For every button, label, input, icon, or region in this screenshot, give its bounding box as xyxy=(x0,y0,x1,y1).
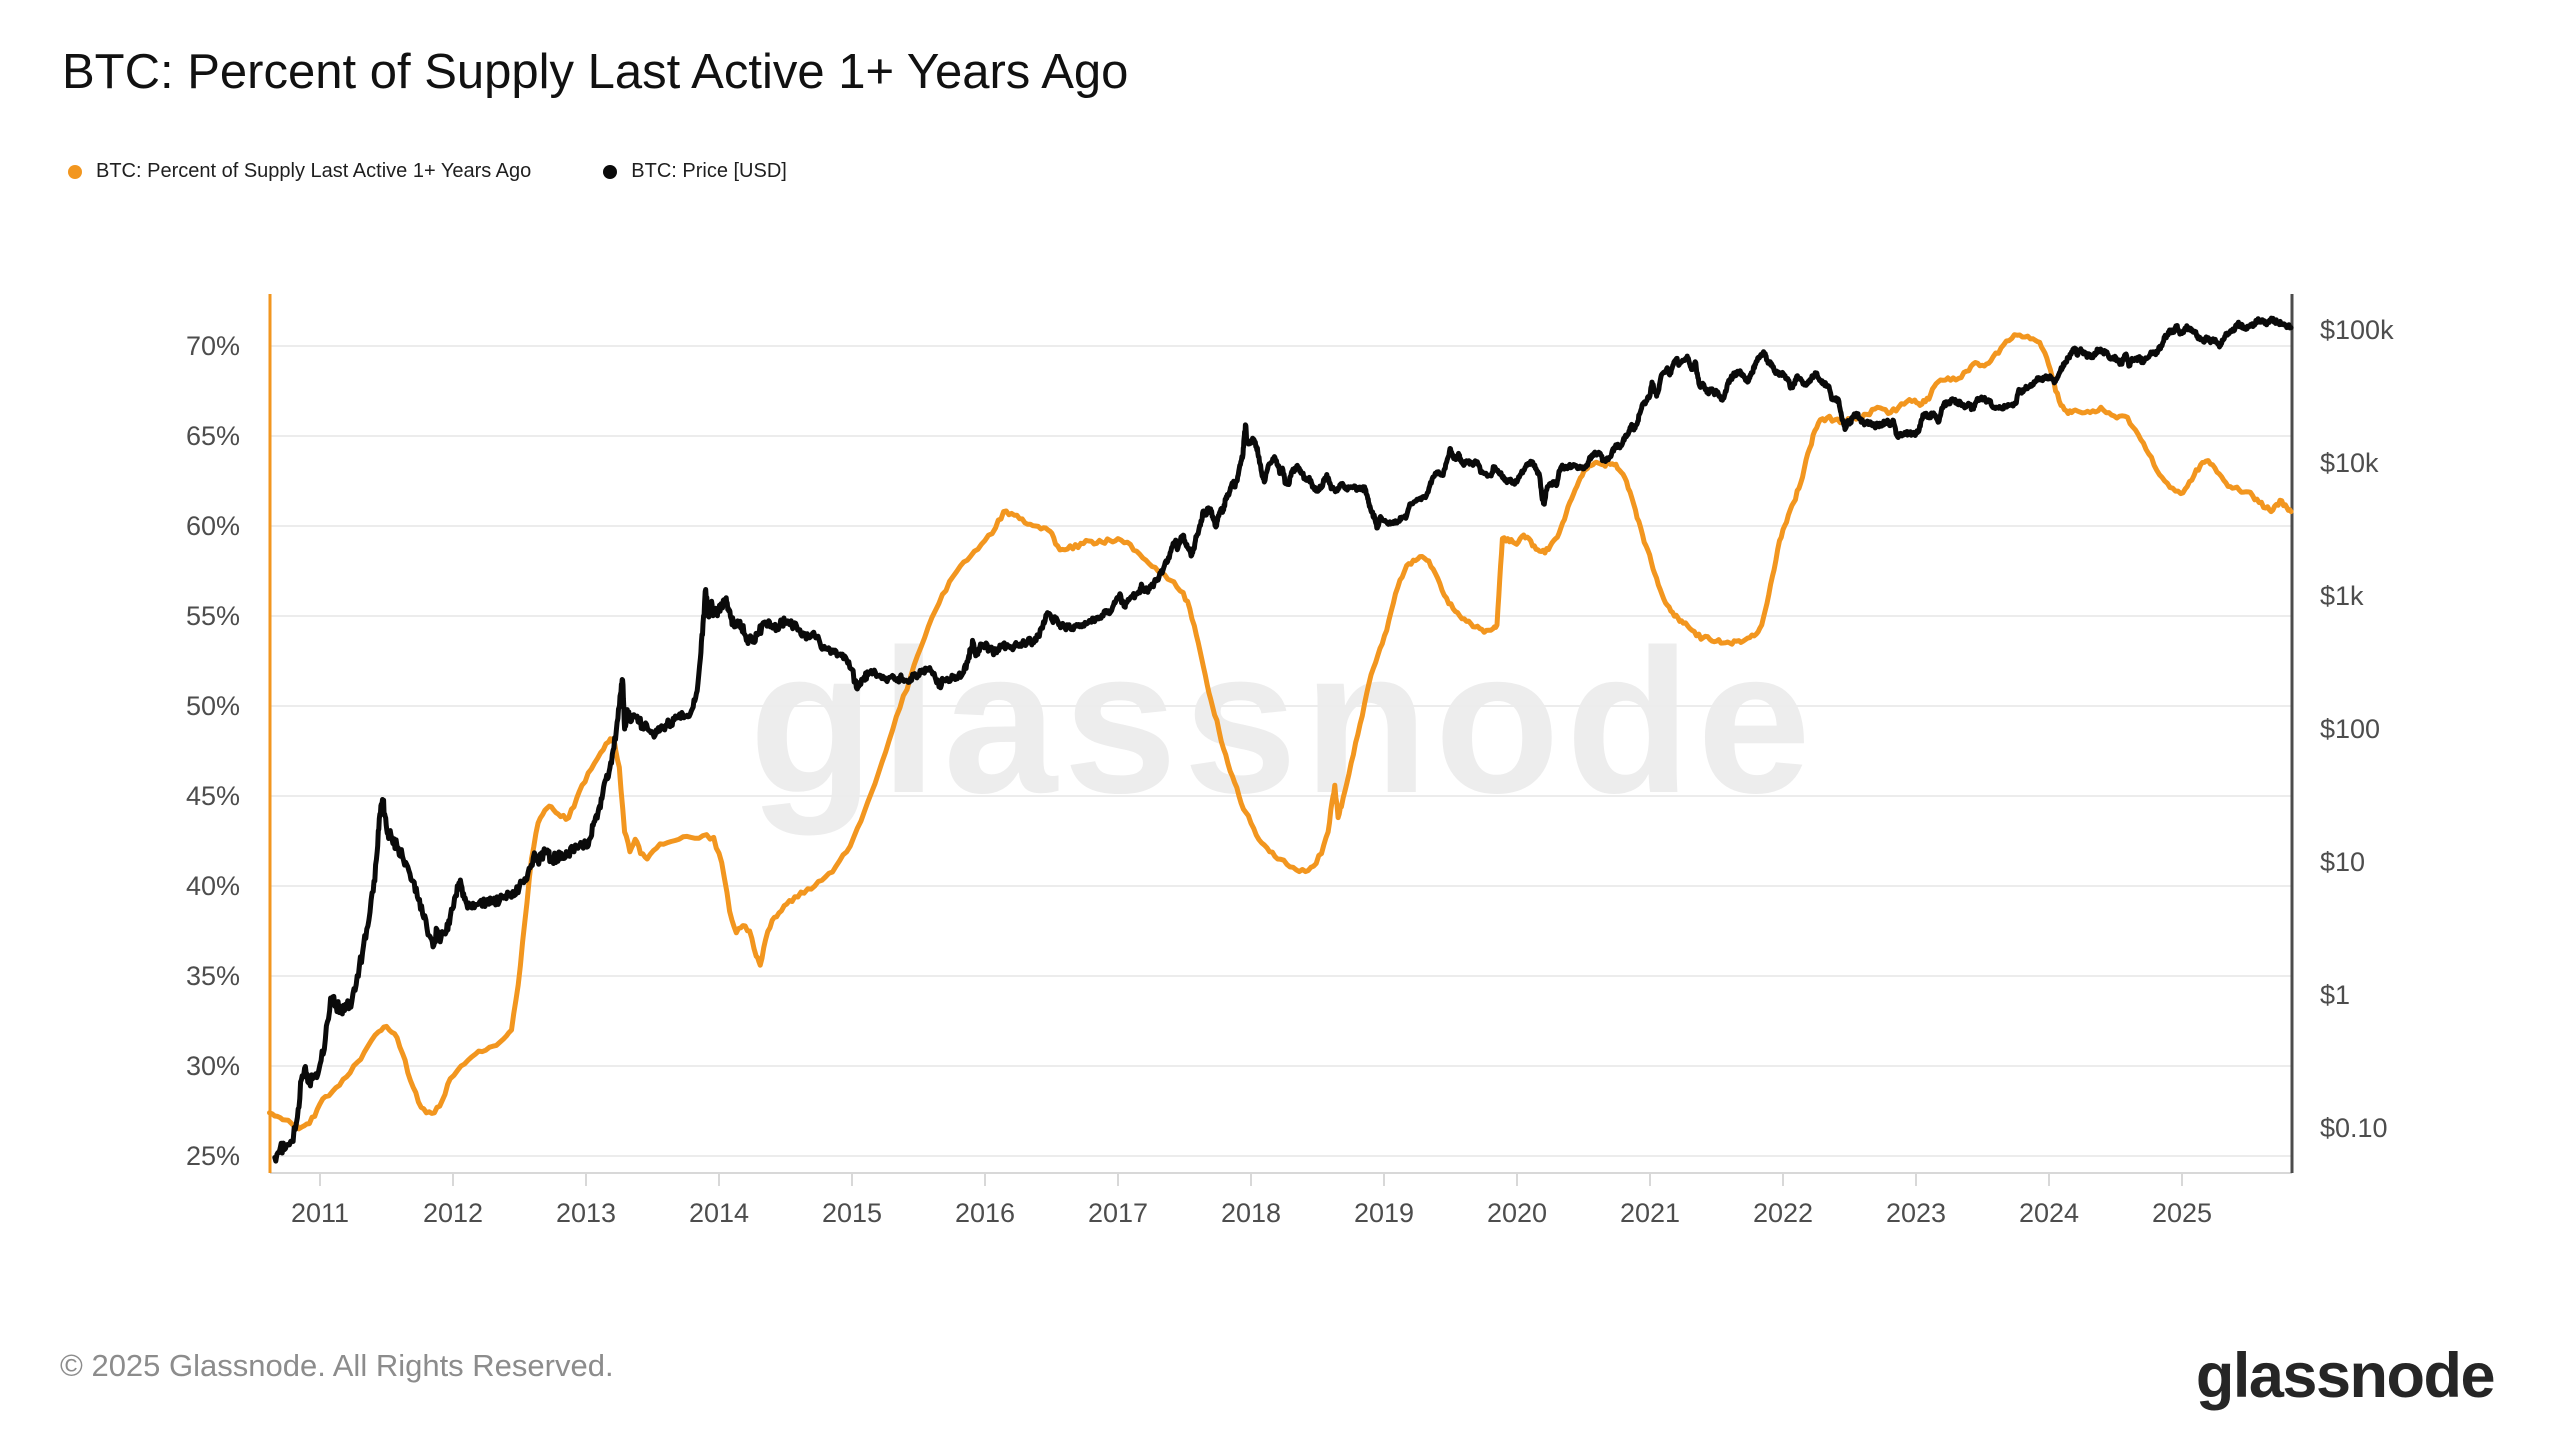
legend-item-supply[interactable]: BTC: Percent of Supply Last Active 1+ Ye… xyxy=(68,160,531,183)
right-tick-label-$1: $1 xyxy=(2320,980,2350,1010)
right-tick-label-$100: $100 xyxy=(2320,714,2380,744)
price-series-line xyxy=(272,315,2294,1164)
x-tick-label-2025: 2025 xyxy=(2152,1198,2212,1228)
right-tick-label-$100k: $100k xyxy=(2320,315,2394,345)
right-tick-label-$1k: $1k xyxy=(2320,581,2364,611)
legend-dot-price-icon xyxy=(603,164,618,179)
x-tick-label-2024: 2024 xyxy=(2019,1198,2079,1228)
left-tick-label-45%: 45% xyxy=(186,781,240,811)
x-tick-label-2014: 2014 xyxy=(689,1198,749,1228)
x-tick-label-2023: 2023 xyxy=(1886,1198,1946,1228)
right-tick-label-$0.10: $0.10 xyxy=(2320,1113,2388,1143)
left-tick-label-35%: 35% xyxy=(186,961,240,991)
x-tick-label-2013: 2013 xyxy=(556,1198,616,1228)
x-tick-label-2018: 2018 xyxy=(1221,1198,1281,1228)
legend-item-price[interactable]: BTC: Price [USD] xyxy=(603,160,787,183)
left-tick-label-50%: 50% xyxy=(186,691,240,721)
x-tick-label-2011: 2011 xyxy=(291,1198,349,1228)
x-tick-label-2020: 2020 xyxy=(1487,1198,1547,1228)
page-title: BTC: Percent of Supply Last Active 1+ Ye… xyxy=(62,45,1129,99)
chart-legend: BTC: Percent of Supply Last Active 1+ Ye… xyxy=(68,160,787,183)
left-tick-label-65%: 65% xyxy=(186,421,240,451)
left-tick-label-60%: 60% xyxy=(186,511,240,541)
right-tick-label-$10: $10 xyxy=(2320,847,2365,877)
x-tick-label-2017: 2017 xyxy=(1088,1198,1148,1228)
x-tick-label-2012: 2012 xyxy=(423,1198,483,1228)
glassnode-logo: glassnode xyxy=(2195,1341,2496,1411)
left-tick-label-40%: 40% xyxy=(186,871,240,901)
legend-label-price: BTC: Price [USD] xyxy=(631,160,787,182)
supply-series-line xyxy=(267,332,2294,1132)
x-tick-label-2019: 2019 xyxy=(1354,1198,1414,1228)
x-tick-label-2022: 2022 xyxy=(1753,1198,1813,1228)
x-tick-label-2015: 2015 xyxy=(822,1198,882,1228)
left-tick-label-25%: 25% xyxy=(186,1141,240,1171)
left-tick-label-70%: 70% xyxy=(186,331,240,361)
left-tick-label-55%: 55% xyxy=(186,601,240,631)
copyright-text: © 2025 Glassnode. All Rights Reserved. xyxy=(60,1348,614,1383)
x-tick-label-2021: 2021 xyxy=(1620,1198,1680,1228)
x-tick-label-2016: 2016 xyxy=(955,1198,1015,1228)
left-tick-label-30%: 30% xyxy=(186,1051,240,1081)
legend-label-supply: BTC: Percent of Supply Last Active 1+ Ye… xyxy=(96,160,532,182)
right-tick-label-$10k: $10k xyxy=(2320,448,2379,478)
legend-dot-supply-icon xyxy=(68,164,82,179)
